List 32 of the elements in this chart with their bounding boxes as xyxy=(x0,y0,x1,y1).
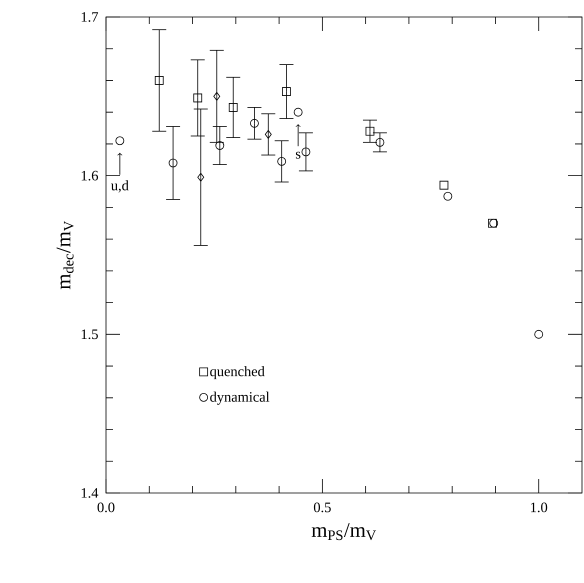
x-tick-label: 0.5 xyxy=(314,502,331,512)
point xyxy=(213,92,220,101)
y-tick-label: 1.7 xyxy=(82,12,98,22)
point xyxy=(215,141,224,150)
x-tick-label: 0.0 xyxy=(98,502,114,512)
annotation: u,d xyxy=(111,180,129,192)
legend-label: dynamical xyxy=(210,392,270,405)
annotation: s xyxy=(296,152,300,159)
x-tick-label: 1.0 xyxy=(530,502,548,512)
y-tick-label: 1.5 xyxy=(82,329,98,340)
point xyxy=(197,172,204,182)
point xyxy=(534,330,544,339)
point xyxy=(443,192,452,201)
point xyxy=(154,76,164,85)
point xyxy=(250,118,259,128)
point xyxy=(115,136,124,146)
point xyxy=(277,156,286,166)
point xyxy=(193,94,202,102)
point xyxy=(376,138,384,147)
point xyxy=(302,147,310,156)
y-tick-label: 1.6 xyxy=(82,170,98,181)
point xyxy=(264,130,272,139)
point xyxy=(168,158,178,168)
y-axis-title: m$_{dec}$/m$_{V}$ xyxy=(56,220,74,290)
legend-label: quenched xyxy=(210,366,265,380)
point xyxy=(228,103,238,112)
point xyxy=(282,87,291,96)
point xyxy=(294,108,303,117)
y-tick-label: 1.4 xyxy=(82,488,98,498)
x-axis-title: m$_{PS}$/m$_{V}$ xyxy=(312,523,376,540)
point xyxy=(366,126,374,136)
point xyxy=(440,180,448,190)
